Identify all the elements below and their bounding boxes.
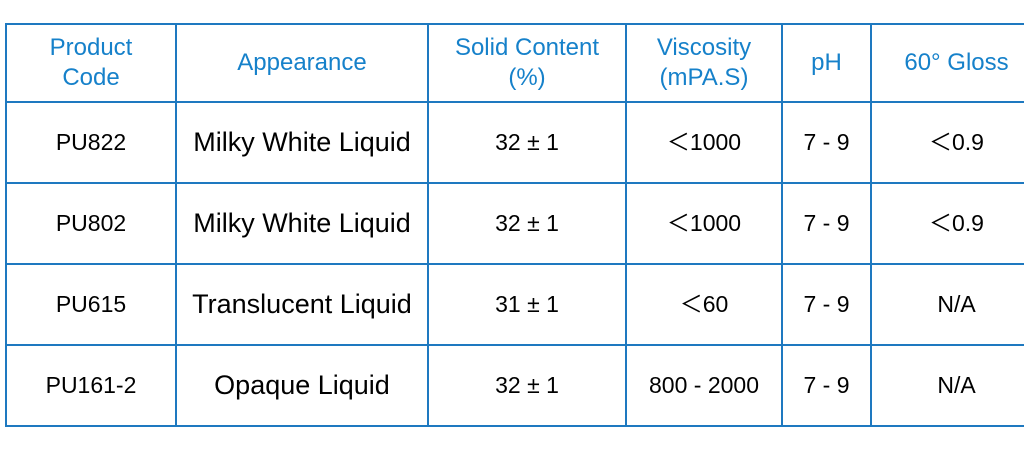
cell-solid-content: 32 ± 1	[427, 101, 627, 184]
header-solid-content: Solid Content (%)	[427, 23, 627, 103]
cell-viscosity: ＜1000	[625, 101, 783, 184]
table-row: PU802 Milky White Liquid 32 ± 1 ＜1000 7 …	[5, 182, 1024, 265]
cell-appearance: Opaque Liquid	[175, 344, 429, 427]
cell-product-code: PU822	[5, 101, 177, 184]
cell-appearance: Milky White Liquid	[175, 101, 429, 184]
cell-gloss: N/A	[870, 263, 1024, 346]
product-spec-table: Product Code Appearance Solid Content (%…	[5, 23, 1024, 427]
cell-ph: 7 - 9	[781, 263, 872, 346]
cell-gloss: ＜0.9	[870, 182, 1024, 265]
cell-appearance: Milky White Liquid	[175, 182, 429, 265]
cell-ph: 7 - 9	[781, 344, 872, 427]
cell-gloss: ＜0.9	[870, 101, 1024, 184]
table-row: PU822 Milky White Liquid 32 ± 1 ＜1000 7 …	[5, 101, 1024, 184]
header-row: Product Code Appearance Solid Content (%…	[5, 23, 1024, 103]
header-viscosity: Viscosity (mPA.S)	[625, 23, 783, 103]
table-row: PU615 Translucent Liquid 31 ± 1 ＜60 7 - …	[5, 263, 1024, 346]
cell-product-code: PU615	[5, 263, 177, 346]
header-gloss: 60° Gloss	[870, 23, 1024, 103]
cell-appearance: Translucent Liquid	[175, 263, 429, 346]
cell-solid-content: 32 ± 1	[427, 344, 627, 427]
header-product-code: Product Code	[5, 23, 177, 103]
cell-product-code: PU802	[5, 182, 177, 265]
cell-viscosity: 800 - 2000	[625, 344, 783, 427]
cell-solid-content: 32 ± 1	[427, 182, 627, 265]
cell-viscosity: ＜60	[625, 263, 783, 346]
cell-gloss: N/A	[870, 344, 1024, 427]
cell-ph: 7 - 9	[781, 182, 872, 265]
header-ph: pH	[781, 23, 872, 103]
table-row: PU161-2 Opaque Liquid 32 ± 1 800 - 2000 …	[5, 344, 1024, 427]
header-appearance: Appearance	[175, 23, 429, 103]
cell-product-code: PU161-2	[5, 344, 177, 427]
cell-solid-content: 31 ± 1	[427, 263, 627, 346]
cell-ph: 7 - 9	[781, 101, 872, 184]
spec-table-container: Product Code Appearance Solid Content (%…	[5, 23, 1024, 427]
cell-viscosity: ＜1000	[625, 182, 783, 265]
